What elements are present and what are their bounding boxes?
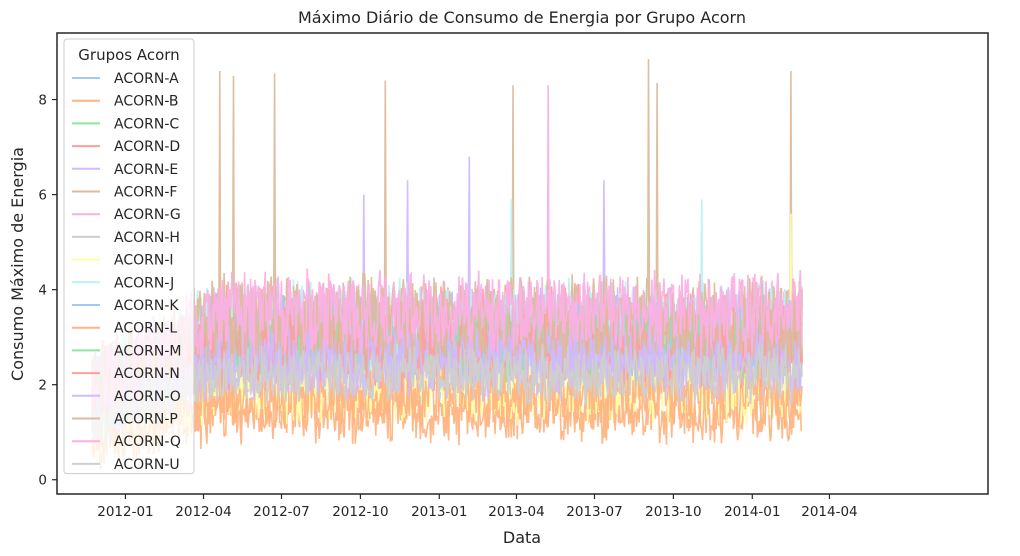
legend: Grupos Acorn ACORN-A ACORN-B ACORN-C ACORN-D… — [63, 38, 195, 475]
legend-label: ACORN-I — [114, 253, 174, 269]
series-line-acorn-u — [91, 343, 803, 447]
legend-label: ACORN-G — [114, 207, 181, 223]
legend-label: ACORN-U — [114, 457, 180, 473]
legend-label: ACORN-L — [114, 321, 177, 337]
legend-label: ACORN-N — [114, 366, 180, 382]
x-tick-label: 2013-01 — [411, 504, 467, 520]
x-tick-label: 2014-01 — [724, 504, 780, 520]
series-line-acorn-q — [91, 268, 803, 425]
y-tick-label: 4 — [38, 283, 47, 299]
legend-label: ACORN-O — [114, 389, 181, 405]
legend-label: ACORN-E — [114, 162, 178, 178]
x-tick-label: 2014-04 — [801, 504, 857, 520]
legend-label: ACORN-D — [114, 139, 180, 155]
y-tick-label: 2 — [38, 378, 47, 394]
x-tick-label: 2012-10 — [332, 504, 388, 520]
legend-label: ACORN-H — [114, 230, 180, 246]
chart-title: Máximo Diário de Consumo de Energia por … — [298, 8, 746, 27]
legend-label: ACORN-Q — [114, 434, 181, 450]
x-tick-label: 2012-07 — [253, 504, 309, 520]
x-tick-label: 2013-10 — [645, 504, 701, 520]
y-tick-label: 8 — [38, 93, 47, 109]
legend-label: ACORN-M — [114, 343, 181, 359]
x-tick-label: 2013-04 — [488, 504, 544, 520]
x-tick-label: 2013-07 — [566, 504, 622, 520]
y-axis: 0 2 4 6 8 — [38, 93, 57, 489]
legend-label: ACORN-A — [114, 71, 179, 87]
x-axis: 2012-01 2012-04 2012-07 2012-10 2013-01 2013-… — [97, 494, 858, 520]
legend-label: ACORN-J — [114, 275, 174, 291]
y-tick-label: 6 — [38, 188, 47, 204]
plot-area — [91, 59, 803, 471]
y-axis-label: Consumo Máximo de Energia — [8, 147, 27, 381]
legend-box — [63, 38, 195, 475]
axes-frame — [56, 32, 989, 495]
x-tick-label: 2012-01 — [97, 504, 153, 520]
legend-label: ACORN-C — [114, 116, 179, 132]
legend-label: ACORN-B — [114, 94, 178, 110]
x-axis-label: Data — [503, 528, 541, 547]
legend-title: Grupos Acorn — [78, 46, 179, 64]
legend-label: ACORN-F — [114, 185, 177, 201]
legend-label: ACORN-P — [114, 412, 178, 428]
x-tick-label: 2012-04 — [175, 504, 231, 520]
legend-label: ACORN-K — [114, 298, 179, 314]
y-tick-label: 0 — [38, 473, 47, 489]
